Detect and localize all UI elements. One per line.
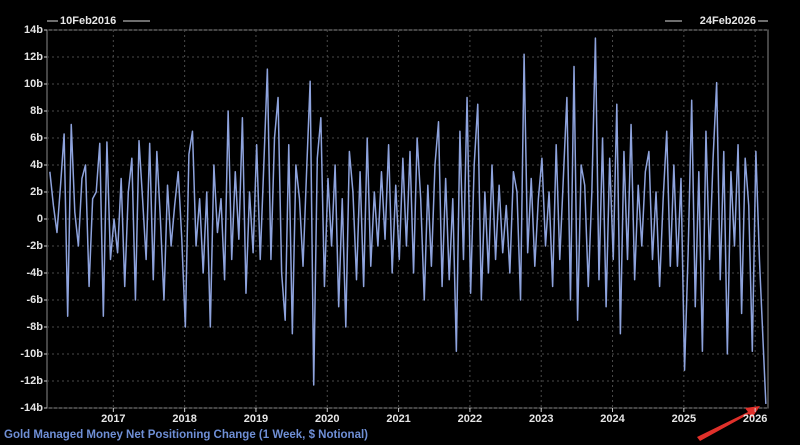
x-tick-label: 2020 [315, 413, 339, 425]
y-tick-label: -6b [27, 294, 44, 306]
x-tick-label: 2024 [600, 413, 625, 425]
y-tick-label: -12b [20, 375, 43, 387]
x-tick-label: 2017 [101, 413, 125, 425]
x-tick-label: 2026 [743, 413, 767, 425]
y-tick-label: -8b [27, 321, 44, 333]
y-tick-label: -2b [27, 240, 44, 252]
red-arrow [697, 406, 760, 441]
y-tick-label: -14b [20, 402, 43, 414]
start-date-label: 10Feb2016 [60, 15, 116, 27]
y-tick-label: -4b [27, 267, 44, 279]
y-tick-label: -10b [20, 348, 43, 360]
x-tick-label: 2019 [244, 413, 268, 425]
x-tick-label: 2025 [672, 413, 696, 425]
y-tick-label: 2b [30, 186, 43, 198]
y-tick-label: 12b [24, 51, 43, 63]
x-tick-label: 2018 [172, 413, 196, 425]
y-tick-label: 10b [24, 78, 43, 90]
y-tick-label: 0 [37, 213, 43, 225]
y-tick-label: 8b [30, 105, 43, 117]
x-tick-label: 2023 [529, 413, 553, 425]
y-tick-label: 14b [24, 24, 43, 36]
data-line [49, 37, 767, 404]
y-tick-label: 4b [30, 159, 43, 171]
end-date-label: 24Feb2026 [700, 15, 756, 27]
x-tick-label: 2022 [458, 413, 482, 425]
x-tick-label: 2021 [386, 413, 410, 425]
legend-label: Gold Managed Money Net Positioning Chang… [4, 429, 368, 441]
y-tick-label: 6b [30, 132, 43, 144]
